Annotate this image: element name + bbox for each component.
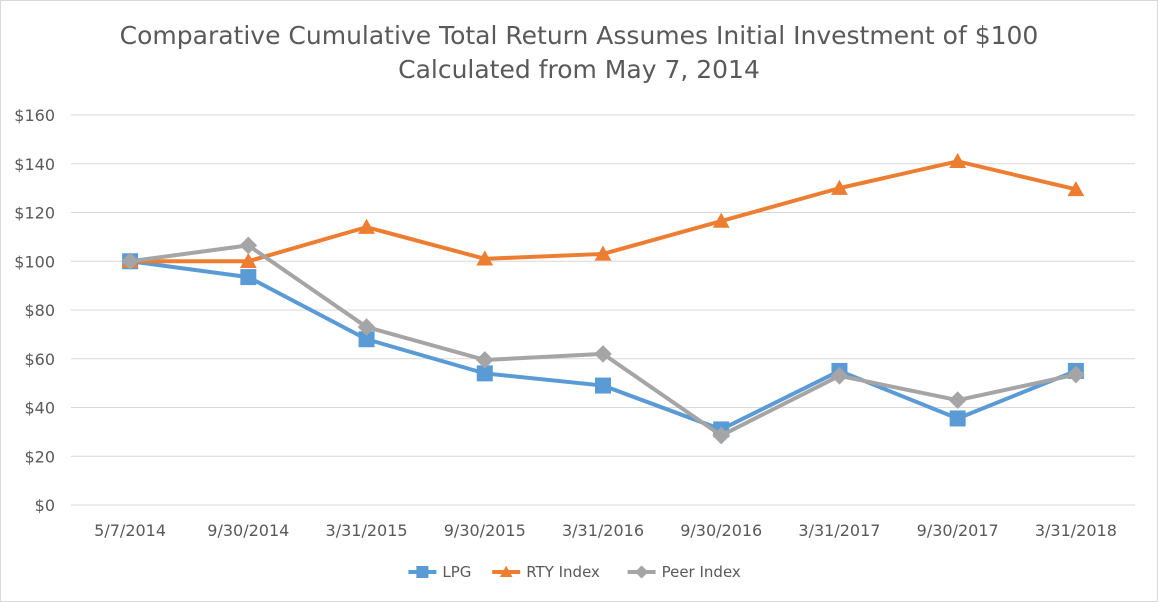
x-tick-label: 5/7/2014 bbox=[94, 521, 166, 540]
data-point-peer-index bbox=[594, 345, 612, 363]
legend-label: RTY Index bbox=[526, 563, 600, 581]
data-point-peer-index bbox=[712, 426, 731, 445]
data-point-peer-index bbox=[475, 351, 494, 369]
legend-item-peer-index: Peer Index bbox=[627, 563, 741, 581]
data-point-rty-index bbox=[358, 218, 375, 234]
data-point-rty-index bbox=[949, 152, 967, 169]
data-point-peer-index bbox=[357, 318, 376, 336]
y-tick-label: $0 bbox=[35, 496, 55, 515]
x-tick-label: 9/30/2014 bbox=[207, 521, 289, 540]
legend-item-rty-index: RTY Index bbox=[492, 563, 600, 581]
data-point-lpg bbox=[358, 331, 375, 348]
x-tick-label: 9/30/2016 bbox=[680, 521, 762, 540]
y-tick-label: $60 bbox=[24, 350, 55, 369]
x-tick-label: 3/31/2016 bbox=[562, 521, 644, 540]
chart-subtitle: Calculated from May 7, 2014 bbox=[398, 55, 760, 84]
data-point-peer-index bbox=[948, 391, 967, 409]
data-point-rty-index bbox=[712, 212, 730, 228]
data-point-rty-index bbox=[239, 252, 257, 268]
y-tick-label: $160 bbox=[14, 106, 55, 125]
data-point-peer-index bbox=[1067, 365, 1085, 384]
legend-label: Peer Index bbox=[662, 563, 741, 581]
data-point-lpg bbox=[476, 365, 493, 382]
data-point-lpg bbox=[949, 410, 966, 427]
x-tick-label: 3/31/2018 bbox=[1035, 521, 1117, 540]
y-tick-label: $120 bbox=[14, 204, 55, 223]
chart-title: Comparative Cumulative Total Return Assu… bbox=[119, 21, 1039, 50]
y-tick-label: $100 bbox=[14, 252, 55, 271]
x-tick-label: 9/30/2017 bbox=[917, 521, 999, 540]
data-point-rty-index bbox=[594, 245, 612, 261]
y-tick-label: $80 bbox=[24, 301, 55, 320]
legend-marker bbox=[499, 565, 513, 578]
data-point-peer-index bbox=[121, 252, 139, 271]
data-point-rty-index bbox=[831, 179, 848, 195]
y-tick-label: $40 bbox=[24, 399, 55, 418]
chart-title-block: Comparative Cumulative Total Return Assu… bbox=[1, 19, 1157, 87]
legend-marker bbox=[416, 566, 429, 578]
x-tick-label: 3/31/2015 bbox=[326, 521, 408, 540]
data-point-rty-index bbox=[476, 250, 494, 266]
data-point-peer-index bbox=[830, 367, 849, 385]
legend-label: LPG bbox=[442, 563, 471, 581]
x-tick-label: 3/31/2017 bbox=[798, 521, 880, 540]
legend-marker bbox=[635, 565, 649, 579]
data-point-lpg bbox=[240, 269, 257, 286]
data-point-lpg bbox=[595, 377, 611, 394]
x-tick-label: 9/30/2015 bbox=[444, 521, 526, 540]
y-tick-label: $20 bbox=[24, 447, 55, 466]
legend-item-lpg: LPG bbox=[408, 563, 471, 581]
data-point-peer-index bbox=[239, 236, 258, 255]
data-point-rty-index bbox=[1067, 180, 1085, 197]
y-tick-label: $140 bbox=[14, 155, 55, 174]
